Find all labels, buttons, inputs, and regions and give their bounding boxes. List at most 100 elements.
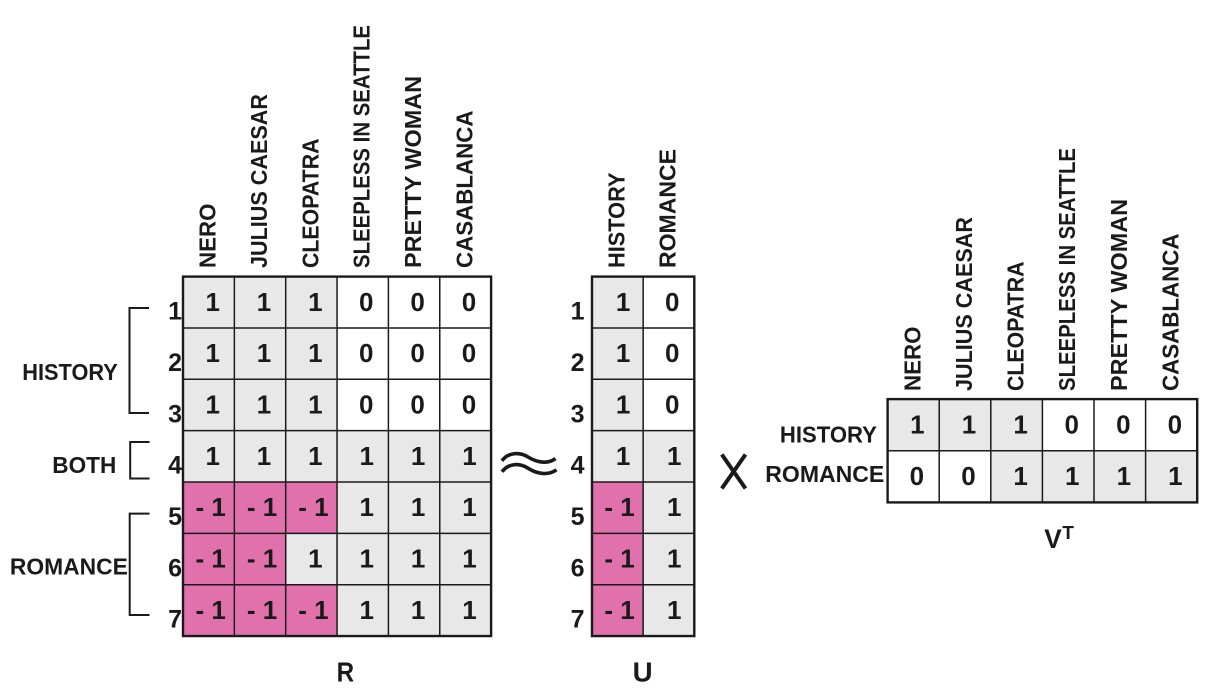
svg-text:PRETTY WOMAN: PRETTY WOMAN bbox=[400, 76, 426, 268]
svg-text:1: 1 bbox=[308, 389, 322, 419]
svg-text:V: V bbox=[1044, 524, 1062, 554]
svg-text:4: 4 bbox=[168, 452, 182, 480]
svg-text:1: 1 bbox=[257, 338, 271, 368]
svg-text:1: 1 bbox=[462, 595, 476, 625]
svg-text:1: 1 bbox=[616, 287, 630, 317]
svg-text:1: 1 bbox=[571, 298, 585, 326]
svg-text:5: 5 bbox=[571, 503, 585, 531]
svg-text:0: 0 bbox=[1168, 409, 1182, 439]
svg-text:SLEEPLESS IN SEATTLE: SLEEPLESS IN SEATTLE bbox=[349, 25, 375, 268]
svg-text:4: 4 bbox=[571, 452, 585, 480]
svg-text:JULIUS CAESAR: JULIUS CAESAR bbox=[951, 217, 977, 391]
svg-text:1: 1 bbox=[308, 544, 322, 574]
svg-text:HISTORY: HISTORY bbox=[604, 173, 630, 269]
svg-text:3: 3 bbox=[571, 400, 585, 428]
svg-text:0: 0 bbox=[665, 287, 679, 317]
svg-text:1: 1 bbox=[667, 441, 681, 471]
svg-text:1: 1 bbox=[308, 338, 322, 368]
svg-text:6: 6 bbox=[168, 554, 182, 582]
svg-text:JULIUS CAESAR: JULIUS CAESAR bbox=[246, 94, 272, 268]
svg-text:1: 1 bbox=[462, 544, 476, 574]
svg-text:1: 1 bbox=[359, 492, 373, 522]
svg-text:NERO: NERO bbox=[195, 204, 221, 269]
svg-text:ROMANCE: ROMANCE bbox=[10, 554, 128, 580]
svg-text:3: 3 bbox=[168, 400, 182, 428]
svg-text:0: 0 bbox=[1064, 409, 1078, 439]
svg-text:0: 0 bbox=[910, 461, 924, 491]
svg-text:NERO: NERO bbox=[899, 327, 925, 392]
svg-text:- 1: - 1 bbox=[247, 492, 277, 522]
svg-text:1: 1 bbox=[616, 389, 630, 419]
svg-text:1: 1 bbox=[205, 287, 219, 317]
svg-text:0: 0 bbox=[410, 338, 424, 368]
svg-text:- 1: - 1 bbox=[298, 595, 328, 625]
svg-text:CLEOPATRA: CLEOPATRA bbox=[1003, 262, 1029, 392]
svg-text:1: 1 bbox=[359, 441, 373, 471]
svg-text:BOTH: BOTH bbox=[52, 452, 116, 478]
svg-text:1: 1 bbox=[616, 441, 630, 471]
svg-text:1: 1 bbox=[205, 389, 219, 419]
svg-text:0: 0 bbox=[462, 389, 476, 419]
svg-text:5: 5 bbox=[168, 503, 182, 531]
svg-text:ROMANCE: ROMANCE bbox=[655, 149, 681, 268]
svg-text:1: 1 bbox=[1013, 461, 1027, 491]
svg-text:- 1: - 1 bbox=[247, 544, 277, 574]
svg-text:1: 1 bbox=[910, 409, 924, 439]
svg-text:1: 1 bbox=[308, 441, 322, 471]
svg-text:R: R bbox=[337, 656, 355, 687]
svg-text:HISTORY: HISTORY bbox=[22, 359, 118, 385]
svg-text:1: 1 bbox=[667, 544, 681, 574]
svg-text:1: 1 bbox=[205, 441, 219, 471]
svg-text:1: 1 bbox=[462, 441, 476, 471]
svg-text:1: 1 bbox=[411, 544, 425, 574]
svg-text:1: 1 bbox=[667, 492, 681, 522]
svg-text:1: 1 bbox=[962, 409, 976, 439]
svg-text:1: 1 bbox=[308, 287, 322, 317]
svg-text:CASABLANCA: CASABLANCA bbox=[451, 111, 477, 269]
svg-text:7: 7 bbox=[168, 606, 182, 634]
svg-text:0: 0 bbox=[961, 461, 975, 491]
svg-text:1: 1 bbox=[667, 595, 681, 625]
svg-text:- 1: - 1 bbox=[196, 595, 226, 625]
svg-text:SLEEPLESS IN SEATTLE: SLEEPLESS IN SEATTLE bbox=[1054, 148, 1080, 391]
svg-text:0: 0 bbox=[462, 338, 476, 368]
svg-text:1: 1 bbox=[411, 441, 425, 471]
svg-text:1: 1 bbox=[1168, 461, 1182, 491]
svg-text:6: 6 bbox=[571, 554, 585, 582]
svg-text:0: 0 bbox=[410, 287, 424, 317]
svg-text:- 1: - 1 bbox=[604, 544, 634, 574]
svg-text:- 1: - 1 bbox=[247, 595, 277, 625]
svg-text:0: 0 bbox=[1116, 409, 1130, 439]
svg-text:1: 1 bbox=[359, 595, 373, 625]
svg-text:1: 1 bbox=[411, 595, 425, 625]
svg-text:- 1: - 1 bbox=[298, 492, 328, 522]
svg-text:CLEOPATRA: CLEOPATRA bbox=[297, 139, 323, 269]
svg-text:2: 2 bbox=[168, 349, 182, 377]
svg-text:0: 0 bbox=[462, 287, 476, 317]
svg-text:- 1: - 1 bbox=[196, 544, 226, 574]
svg-text:0: 0 bbox=[359, 287, 373, 317]
svg-text:1: 1 bbox=[1117, 461, 1131, 491]
svg-text:U: U bbox=[633, 657, 653, 688]
svg-text:1: 1 bbox=[257, 287, 271, 317]
svg-text:- 1: - 1 bbox=[604, 595, 634, 625]
svg-text:- 1: - 1 bbox=[604, 492, 634, 522]
svg-text:1: 1 bbox=[257, 389, 271, 419]
svg-text:- 1: - 1 bbox=[196, 492, 226, 522]
svg-text:CASABLANCA: CASABLANCA bbox=[1157, 234, 1183, 392]
svg-text:1: 1 bbox=[411, 492, 425, 522]
svg-text:0: 0 bbox=[410, 389, 424, 419]
svg-text:0: 0 bbox=[359, 389, 373, 419]
svg-text:1: 1 bbox=[205, 338, 219, 368]
svg-text:ROMANCE: ROMANCE bbox=[765, 461, 884, 487]
svg-text:0: 0 bbox=[665, 338, 679, 368]
svg-text:1: 1 bbox=[168, 298, 182, 326]
svg-text:PRETTY WOMAN: PRETTY WOMAN bbox=[1106, 199, 1132, 391]
svg-text:1: 1 bbox=[1065, 461, 1079, 491]
svg-text:HISTORY: HISTORY bbox=[780, 421, 877, 447]
svg-text:1: 1 bbox=[462, 492, 476, 522]
svg-text:1: 1 bbox=[1013, 409, 1027, 439]
svg-text:1: 1 bbox=[359, 544, 373, 574]
svg-text:7: 7 bbox=[571, 606, 585, 634]
svg-text:2: 2 bbox=[571, 349, 585, 377]
